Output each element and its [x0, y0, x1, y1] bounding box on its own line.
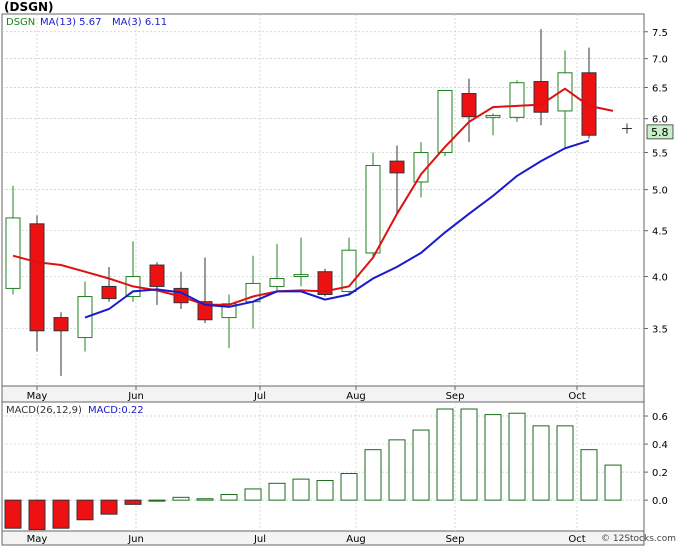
- macd-time-tick-label: Sep: [446, 534, 465, 545]
- macd-bar: [76, 499, 94, 521]
- candle-body: [317, 271, 333, 295]
- macd-bar: [556, 425, 574, 501]
- macd-bar: [388, 439, 406, 501]
- macd-bar: [268, 482, 286, 501]
- ma13-line: [12, 87, 614, 306]
- macd-bar: [340, 473, 358, 501]
- macd-time-tick-label: May: [27, 534, 48, 545]
- macd-tick-label: 0.0: [652, 496, 668, 507]
- last-price-label: 5.8: [651, 126, 669, 139]
- macd-bar: [532, 425, 550, 501]
- macd-bar: [364, 449, 382, 501]
- macd-bar: [580, 449, 598, 501]
- macd-bar: [292, 478, 310, 501]
- macd-bar: [52, 499, 70, 529]
- candle-body: [149, 264, 165, 287]
- macd-bar: [436, 408, 454, 501]
- candle-body: [413, 152, 429, 183]
- candle-body: [557, 72, 573, 112]
- macd-bar: [124, 499, 142, 505]
- watermark: © 12Stocks.com: [601, 534, 676, 544]
- macd-bar: [316, 480, 334, 501]
- price-tick-label: 5.5: [652, 149, 668, 160]
- macd-bar: [484, 414, 502, 501]
- macd-time-tick-label: Aug: [346, 534, 366, 545]
- macd-tick-label: 0.2: [652, 468, 668, 479]
- price-legend-entry: MA(13) 5.67: [40, 17, 101, 28]
- price-tick-label: 4.5: [652, 227, 668, 238]
- macd-bar: [100, 499, 118, 515]
- candle-body: [269, 278, 285, 287]
- last-price-box: [646, 124, 674, 140]
- chart-title: (DSGN): [4, 0, 54, 14]
- price-tick-label: 7.5: [652, 28, 668, 39]
- candle-body: [365, 165, 381, 254]
- candle-body: [437, 89, 453, 154]
- macd-time-tick-label: Oct: [568, 534, 585, 545]
- macd-bar: [220, 494, 238, 501]
- macd-bar: [4, 499, 22, 529]
- time-tick-label: May: [27, 391, 48, 402]
- candle-body: [29, 223, 45, 332]
- price-legend-entry: MA(3) 6.11: [112, 17, 167, 28]
- macd-bar: [196, 498, 214, 501]
- price-tick-label: 6.0: [652, 115, 668, 126]
- candle-body: [389, 160, 405, 174]
- macd-time-tick-label: Jun: [127, 534, 144, 545]
- macd-legend-entry: MACD:0.22: [88, 405, 144, 416]
- macd-bar: [460, 408, 478, 501]
- candle-body: [581, 72, 597, 136]
- macd-time-tick-label: Jul: [253, 534, 266, 545]
- macd-bar: [172, 496, 190, 501]
- macd-bar: [604, 464, 622, 501]
- candle-body: [461, 93, 477, 118]
- candle-body: [101, 285, 117, 300]
- candle-body: [197, 301, 213, 321]
- candle-body: [293, 274, 309, 278]
- macd-bar: [412, 429, 430, 501]
- macd-time-strip: [1, 530, 645, 546]
- macd-bar: [148, 499, 166, 502]
- ma3-line: [84, 139, 590, 319]
- time-tick-label: Sep: [446, 391, 465, 402]
- price-tick-label: 3.5: [652, 325, 668, 336]
- macd-tick-label: 0.6: [652, 412, 668, 423]
- candle-body: [53, 317, 69, 332]
- macd-bar: [244, 488, 262, 501]
- price-tick-label: 7.0: [652, 55, 668, 66]
- time-tick-label: Oct: [568, 391, 585, 402]
- price-tick-label: 5.0: [652, 186, 668, 197]
- price-tick-label: 6.5: [652, 83, 668, 94]
- time-tick-label: Jun: [127, 391, 144, 402]
- macd-bar: [508, 412, 526, 501]
- time-tick-label: Jul: [253, 391, 266, 402]
- candle-body: [533, 81, 549, 113]
- time-axis-strip: [1, 385, 645, 403]
- price-panel-frame: [1, 13, 645, 387]
- macd-bar: [28, 499, 46, 531]
- macd-tick-label: 0.4: [652, 440, 668, 451]
- candle-body: [485, 114, 501, 118]
- macd-legend-entry: MACD(26,12,9): [6, 405, 82, 416]
- time-tick-label: Aug: [346, 391, 366, 402]
- candle-body: [509, 82, 525, 118]
- price-tick-label: 4.0: [652, 273, 668, 284]
- price-legend-entry: DSGN: [6, 17, 35, 28]
- candle-body: [5, 217, 21, 289]
